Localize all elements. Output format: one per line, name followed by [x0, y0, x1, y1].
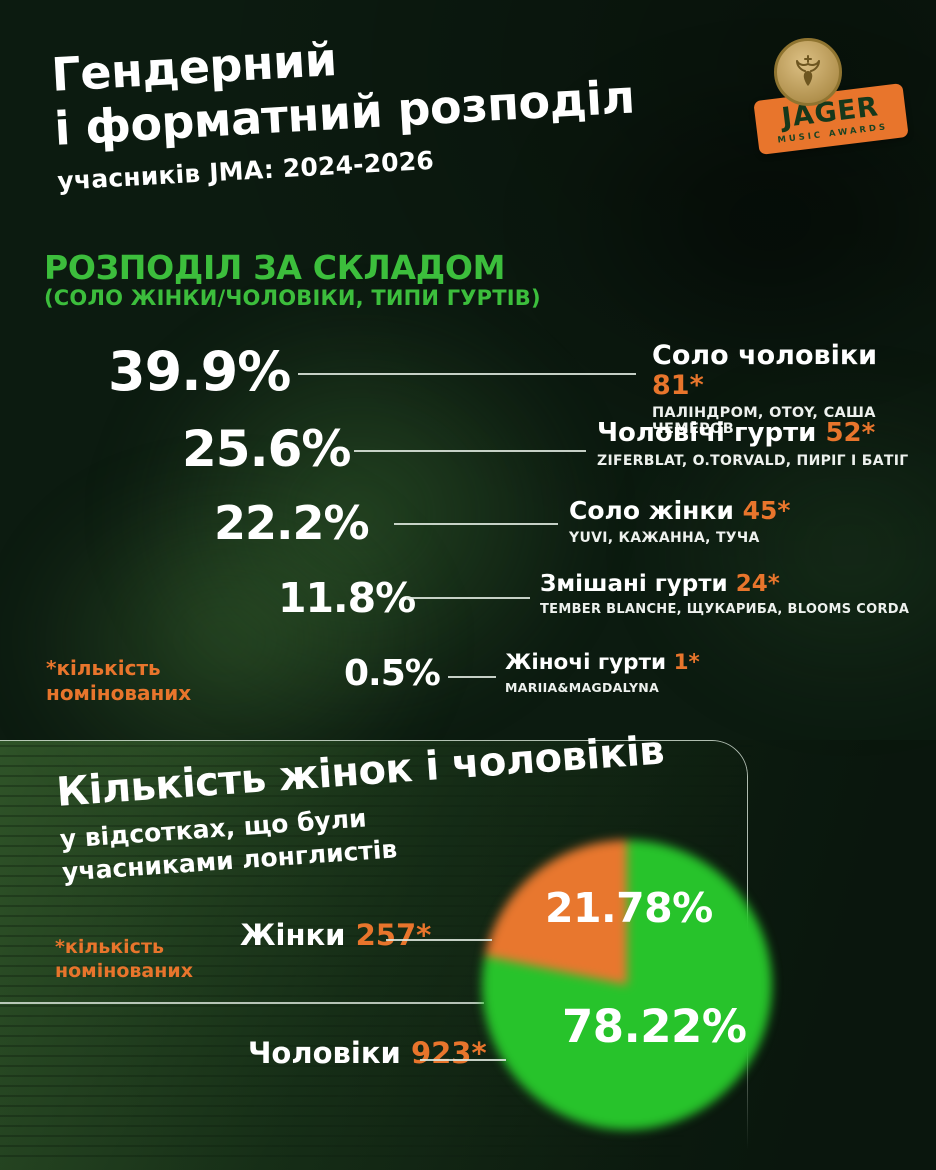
legend-label: Жінки: [240, 918, 346, 952]
section1-heading: РОЗПОДІЛ ЗА СКЛАДОМ: [44, 248, 506, 287]
footnote-line: *кількість: [46, 656, 161, 680]
connector-line: [406, 597, 530, 599]
nominees-footnote: *кількість номінованих: [55, 936, 193, 984]
category-label: Соло жінки: [569, 496, 734, 525]
percent-value: 22.2%: [214, 496, 370, 550]
connector-line: [448, 676, 496, 678]
pie-chart: [482, 840, 772, 1130]
stag-icon: [774, 38, 842, 106]
connector-line: [420, 1059, 506, 1061]
percent-value: 0.5%: [344, 653, 441, 694]
jager-music-awards-logo: JAGER MUSIC AWARDS: [752, 36, 922, 155]
row-label: Соло чоловіки 81* ПАЛІНДРОМ, OTOY, САША …: [652, 340, 936, 438]
legend-men: Чоловіки 923*: [248, 1036, 487, 1070]
category-label: Чоловічі гурти: [597, 418, 817, 448]
artists-list: TEMBER BLANCHE, ЩУКАРИБА, BLOOMS CORDA: [540, 602, 910, 618]
legend-count: 257*: [355, 918, 432, 952]
row-label: Жіночі гурти 1* MARIIA&MAGDALYNA: [505, 651, 700, 695]
artists-list: MARIIA&MAGDALYNA: [505, 679, 660, 695]
connector-line: [298, 373, 636, 375]
legend-label: Чоловіки: [248, 1036, 401, 1070]
category-label: Соло чоловіки: [652, 340, 878, 371]
nominees-footnote: *кількість номінованих: [46, 656, 191, 706]
footnote-line: *кількість: [55, 936, 164, 958]
connector-line: [394, 523, 558, 525]
footnote-line: номінованих: [55, 959, 193, 982]
row-label: Змішані гурти 24* TEMBER BLANCHE, ЩУКАРИ…: [540, 571, 910, 618]
artists-list: ПАЛІНДРОМ, OTOY, САША ЧЕМЕРОВ: [652, 405, 876, 438]
category-label: Змішані гурти: [540, 571, 728, 597]
legend-count: 923*: [410, 1036, 487, 1070]
divider-line: [0, 1002, 484, 1004]
category-label: Жіночі гурти: [505, 650, 667, 675]
legend-women: Жінки 257*: [240, 918, 431, 952]
section1-subheading: (СОЛО ЖІНКИ/ЧОЛОВІКИ, ТИПИ ГУРТІВ): [44, 286, 541, 310]
nominee-count: 24*: [735, 571, 780, 597]
row-label: Чоловічі гурти 52* ZIFERBLAT, O.TORVALD,…: [597, 419, 908, 469]
artists-list: YUVI, КАЖАННА, ТУЧА: [569, 529, 760, 546]
header: Гендерний і форматний розподіл учасників…: [50, 16, 638, 196]
nominee-count: 81*: [652, 369, 704, 401]
percent-value: 25.6%: [182, 420, 351, 478]
percent-value: 39.9%: [108, 340, 291, 403]
nominee-count: 45*: [742, 496, 791, 525]
nominee-count: 1*: [673, 650, 700, 675]
pie-women-percent: 21.78%: [545, 884, 713, 932]
percent-value: 11.8%: [278, 574, 416, 622]
pie-men-percent: 78.22%: [562, 1000, 747, 1053]
connector-line: [386, 939, 492, 941]
nominee-count: 52*: [825, 418, 876, 448]
artists-list: ZIFERBLAT, O.TORVALD, ПИРІГ І БАТІГ: [597, 452, 909, 469]
connector-line: [354, 450, 586, 452]
row-label: Соло жінки 45* YUVI, КАЖАННА, ТУЧА: [569, 497, 791, 546]
footnote-line: номінованих: [46, 681, 192, 705]
